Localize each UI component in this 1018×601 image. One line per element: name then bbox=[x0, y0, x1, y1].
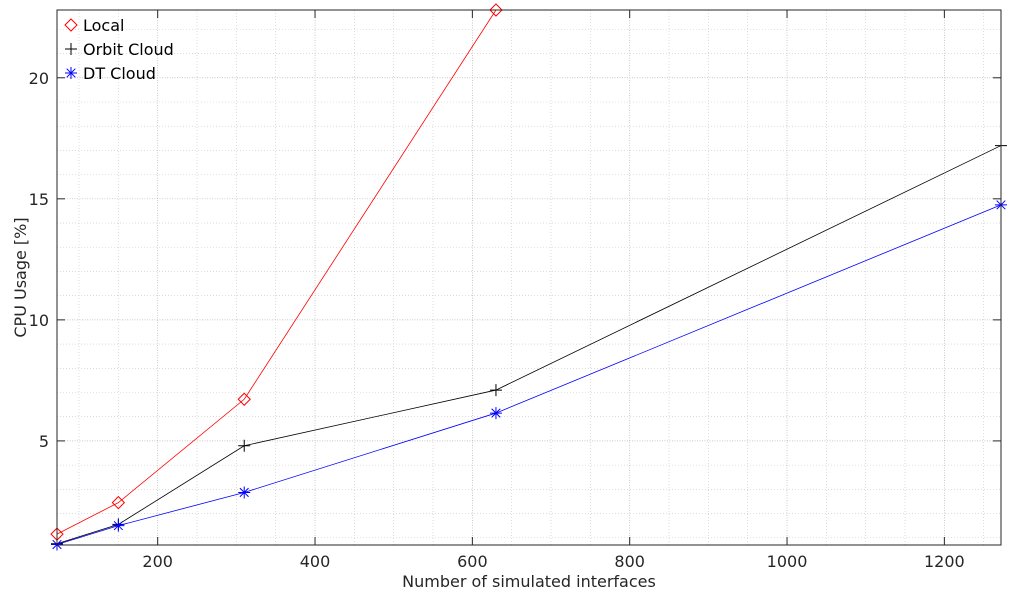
diamond-marker bbox=[64, 18, 78, 32]
y-axis-label: CPU Usage [%] bbox=[11, 217, 30, 337]
asterisk-marker bbox=[65, 67, 77, 79]
legend-item-local: Local bbox=[64, 16, 124, 35]
legend-label-local: Local bbox=[83, 16, 124, 35]
series-line-orbit-cloud bbox=[56, 145, 1002, 545]
legend-item-orbit-cloud: Orbit Cloud bbox=[65, 40, 174, 59]
x-tick-label: 200 bbox=[142, 552, 173, 571]
series-line-dt-cloud bbox=[56, 204, 1002, 545]
x-tick-label: 1200 bbox=[924, 552, 965, 571]
series-line-local bbox=[56, 9, 497, 535]
minor-grid bbox=[57, 10, 1001, 545]
ticks-layer: 200 400 600 800 1000 1200 5 10 15 20 bbox=[29, 10, 1001, 571]
series-dt-cloud bbox=[51, 198, 1007, 551]
plus-marker bbox=[238, 439, 251, 452]
x-tick-label: 1000 bbox=[767, 552, 808, 571]
x-tick-label: 400 bbox=[300, 552, 331, 571]
x-axis-label: Number of simulated interfaces bbox=[402, 572, 656, 591]
x-tick-label: 800 bbox=[614, 552, 645, 571]
diamond-marker bbox=[237, 392, 251, 406]
y-tick-label: 10 bbox=[29, 311, 49, 330]
legend-label-dt-cloud: DT Cloud bbox=[83, 64, 156, 83]
x-tick-label: 600 bbox=[457, 552, 488, 571]
asterisk-marker bbox=[238, 486, 251, 499]
plus-marker bbox=[489, 384, 502, 397]
y-tick-label: 5 bbox=[39, 432, 49, 451]
legend-label-orbit-cloud: Orbit Cloud bbox=[83, 40, 174, 59]
series-layer bbox=[50, 3, 1007, 551]
series-orbit-cloud bbox=[51, 139, 1007, 550]
plot-frame bbox=[56, 9, 1002, 546]
major-grid bbox=[57, 10, 1001, 545]
diamond-marker bbox=[111, 495, 126, 510]
asterisk-marker bbox=[489, 407, 502, 420]
legend: Local Orbit Cloud DT Cloud bbox=[64, 16, 174, 83]
plus-marker bbox=[65, 43, 77, 55]
asterisk-marker bbox=[112, 519, 125, 532]
y-tick-label: 20 bbox=[29, 69, 49, 88]
series-local bbox=[50, 3, 503, 541]
legend-item-dt-cloud: DT Cloud bbox=[65, 64, 156, 83]
y-tick-label: 15 bbox=[29, 190, 49, 209]
diamond-marker bbox=[489, 3, 503, 17]
